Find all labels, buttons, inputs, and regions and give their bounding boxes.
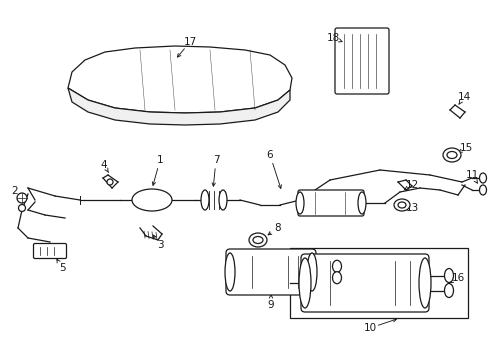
Ellipse shape bbox=[444, 284, 454, 297]
Text: 7: 7 bbox=[213, 155, 220, 165]
Circle shape bbox=[19, 204, 25, 211]
FancyBboxPatch shape bbox=[298, 190, 364, 216]
Polygon shape bbox=[68, 88, 290, 125]
Ellipse shape bbox=[253, 237, 263, 243]
Text: 1: 1 bbox=[157, 155, 163, 165]
Bar bbox=[290, 248, 468, 318]
Text: 15: 15 bbox=[460, 143, 473, 153]
Text: 8: 8 bbox=[275, 223, 281, 233]
Ellipse shape bbox=[419, 258, 431, 308]
Ellipse shape bbox=[219, 190, 227, 210]
Text: 16: 16 bbox=[451, 273, 465, 283]
Text: 17: 17 bbox=[183, 37, 196, 47]
Ellipse shape bbox=[333, 272, 342, 284]
Ellipse shape bbox=[443, 148, 461, 162]
FancyBboxPatch shape bbox=[335, 28, 389, 94]
FancyBboxPatch shape bbox=[226, 249, 316, 295]
Ellipse shape bbox=[398, 202, 406, 208]
Ellipse shape bbox=[333, 260, 342, 272]
Text: 10: 10 bbox=[364, 323, 376, 333]
Text: 11: 11 bbox=[466, 170, 479, 180]
Ellipse shape bbox=[225, 253, 235, 291]
Ellipse shape bbox=[480, 173, 487, 183]
Text: 12: 12 bbox=[405, 180, 418, 190]
Text: 13: 13 bbox=[405, 203, 418, 213]
Ellipse shape bbox=[296, 192, 304, 214]
Ellipse shape bbox=[249, 233, 267, 247]
Text: 9: 9 bbox=[268, 300, 274, 310]
Text: 6: 6 bbox=[267, 150, 273, 160]
Ellipse shape bbox=[444, 269, 454, 283]
Ellipse shape bbox=[307, 253, 317, 291]
Ellipse shape bbox=[201, 190, 209, 210]
Polygon shape bbox=[68, 46, 292, 113]
Text: 5: 5 bbox=[59, 263, 65, 273]
Ellipse shape bbox=[358, 192, 366, 214]
Text: 4: 4 bbox=[100, 160, 107, 170]
Ellipse shape bbox=[394, 199, 410, 211]
Ellipse shape bbox=[132, 189, 172, 211]
Ellipse shape bbox=[299, 258, 311, 308]
Text: 3: 3 bbox=[157, 240, 163, 250]
Circle shape bbox=[17, 193, 27, 203]
Circle shape bbox=[107, 179, 113, 185]
FancyBboxPatch shape bbox=[301, 254, 429, 312]
Text: 14: 14 bbox=[457, 92, 470, 102]
Text: 2: 2 bbox=[12, 186, 18, 196]
Ellipse shape bbox=[480, 185, 487, 195]
FancyBboxPatch shape bbox=[33, 243, 67, 258]
Text: 18: 18 bbox=[326, 33, 340, 43]
Ellipse shape bbox=[447, 152, 457, 158]
